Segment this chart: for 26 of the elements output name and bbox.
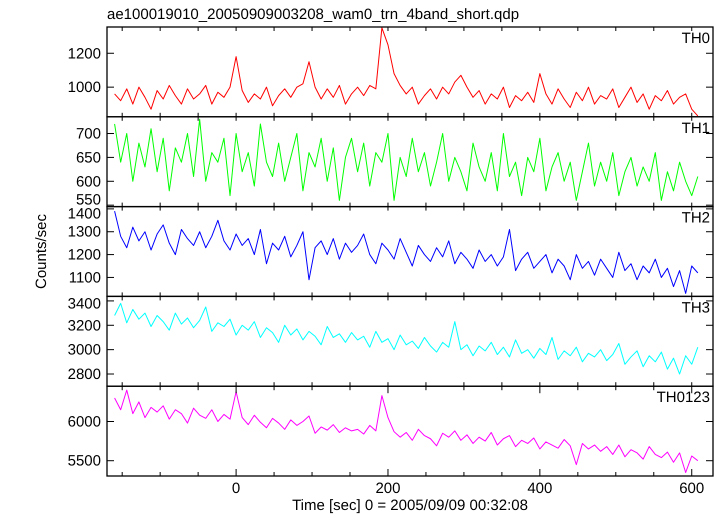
y-tick-label: 3200 — [68, 317, 101, 334]
x-axis-title: Time [sec] 0 = 2005/09/09 00:32:08 — [292, 497, 528, 514]
annotation: TH1 — [682, 120, 710, 137]
y-tick-label: 5500 — [68, 452, 101, 470]
y-tick-label: 1300 — [68, 224, 101, 241]
annotation: TH0123 — [656, 389, 710, 406]
x-tick-label: 0 — [232, 480, 240, 497]
y-tick-label: 600 — [76, 173, 101, 190]
y-tick-label: 3400 — [68, 295, 101, 312]
y-tick-label: 1000 — [68, 79, 101, 96]
y-tick-label: 2800 — [68, 366, 101, 384]
y-tick-label: 700 — [76, 126, 101, 143]
y-tick-label: 650 — [76, 149, 101, 166]
annotation: TH3 — [682, 299, 710, 316]
y-tick-label: 1200 — [68, 45, 101, 62]
x-tick-label: 400 — [527, 480, 552, 497]
y-axis-title: Counts/sec — [33, 213, 50, 290]
x-tick-label: 200 — [375, 480, 400, 497]
y-tick-label: 3000 — [68, 342, 101, 359]
y-tick-label: 6000 — [68, 413, 101, 430]
chart-title: ae100019010_20050909003208_wam0_trn_4band_short.qdp — [107, 6, 520, 23]
y-tick-label: 1100 — [68, 269, 101, 286]
annotation: TH2 — [682, 210, 710, 227]
y-tick-label: 1200 — [68, 246, 101, 264]
annotation: TH0 — [682, 30, 710, 47]
x-tick-label: 600 — [679, 480, 704, 497]
